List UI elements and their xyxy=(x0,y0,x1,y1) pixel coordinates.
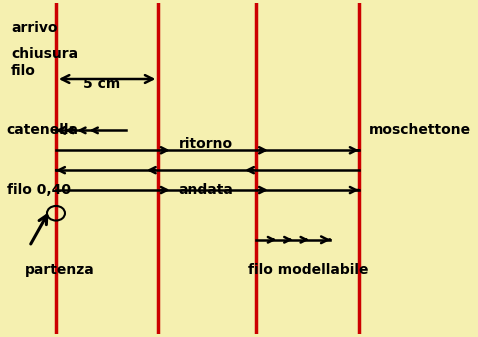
Text: moschettone: moschettone xyxy=(369,123,471,137)
Text: partenza: partenza xyxy=(25,263,95,277)
Text: catenella: catenella xyxy=(7,123,79,137)
Text: chiusura
filo: chiusura filo xyxy=(11,47,78,78)
Text: andata: andata xyxy=(179,183,234,197)
Text: 5 cm: 5 cm xyxy=(83,77,120,91)
Text: filo 0,40: filo 0,40 xyxy=(7,183,71,197)
Text: ritorno: ritorno xyxy=(179,137,233,151)
Text: arrivo: arrivo xyxy=(11,21,57,35)
Text: filo modellabile: filo modellabile xyxy=(248,263,369,277)
